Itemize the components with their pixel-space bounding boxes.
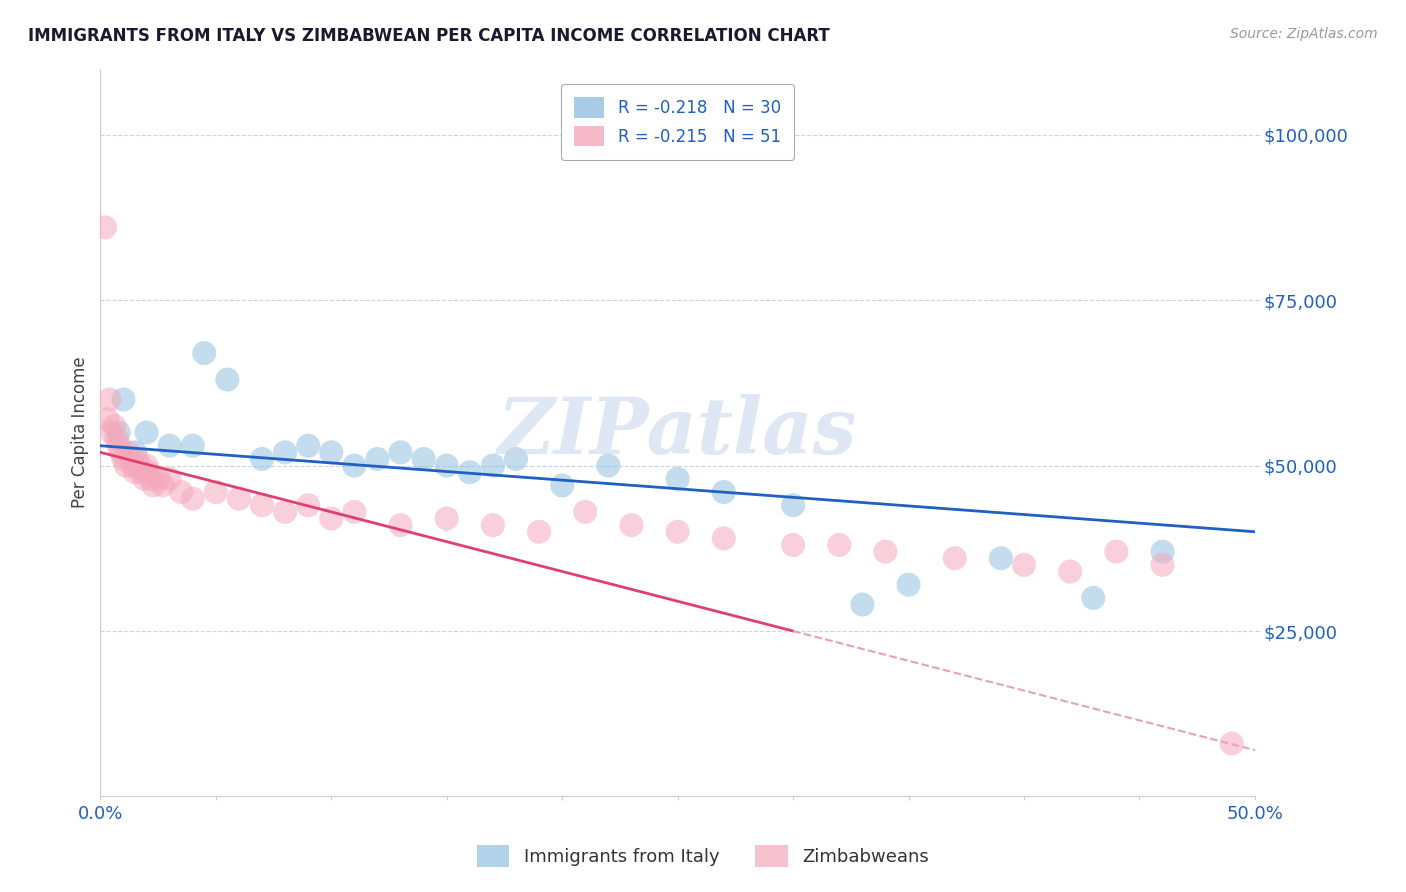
Point xyxy=(108,425,131,440)
Point xyxy=(527,524,550,539)
Point xyxy=(250,498,273,512)
Point xyxy=(204,485,226,500)
Point xyxy=(112,452,135,467)
Point xyxy=(131,465,153,479)
Point xyxy=(124,465,146,479)
Point xyxy=(141,472,163,486)
Point xyxy=(1152,544,1174,558)
Point xyxy=(274,445,297,459)
Point xyxy=(297,498,319,512)
Point xyxy=(110,445,132,459)
Point xyxy=(101,425,124,440)
Point xyxy=(112,392,135,407)
Point xyxy=(274,505,297,519)
Point xyxy=(170,485,193,500)
Point xyxy=(666,524,689,539)
Point xyxy=(389,445,412,459)
Point xyxy=(250,452,273,467)
Legend: Immigrants from Italy, Zimbabweans: Immigrants from Italy, Zimbabweans xyxy=(470,838,936,874)
Point xyxy=(990,551,1012,566)
Point xyxy=(114,458,136,473)
Point xyxy=(343,505,366,519)
Point xyxy=(127,452,149,467)
Point xyxy=(228,491,250,506)
Point xyxy=(436,511,458,525)
Point xyxy=(875,544,897,558)
Point xyxy=(713,532,735,546)
Point xyxy=(343,458,366,473)
Point xyxy=(666,472,689,486)
Point xyxy=(436,458,458,473)
Point xyxy=(159,472,181,486)
Point xyxy=(134,472,156,486)
Text: IMMIGRANTS FROM ITALY VS ZIMBABWEAN PER CAPITA INCOME CORRELATION CHART: IMMIGRANTS FROM ITALY VS ZIMBABWEAN PER … xyxy=(28,27,830,45)
Point xyxy=(1220,737,1243,751)
Point xyxy=(505,452,527,467)
Point xyxy=(138,465,160,479)
Point xyxy=(389,518,412,533)
Point xyxy=(117,445,139,459)
Point xyxy=(620,518,643,533)
Point xyxy=(297,439,319,453)
Point xyxy=(574,505,596,519)
Point xyxy=(1059,565,1081,579)
Point xyxy=(135,458,157,473)
Text: ZIPatlas: ZIPatlas xyxy=(498,394,858,471)
Point xyxy=(713,485,735,500)
Point xyxy=(181,439,204,453)
Point xyxy=(1152,558,1174,572)
Point xyxy=(598,458,620,473)
Point xyxy=(146,472,169,486)
Point xyxy=(105,432,128,446)
Point xyxy=(782,538,804,552)
Y-axis label: Per Capita Income: Per Capita Income xyxy=(72,357,89,508)
Point xyxy=(103,418,125,433)
Point xyxy=(135,425,157,440)
Point xyxy=(482,458,505,473)
Point xyxy=(828,538,851,552)
Point xyxy=(897,577,920,591)
Point xyxy=(121,458,143,473)
Point xyxy=(943,551,966,566)
Point xyxy=(321,511,343,525)
Point xyxy=(159,439,181,453)
Point xyxy=(96,412,118,426)
Point xyxy=(782,498,804,512)
Point xyxy=(108,439,131,453)
Text: Source: ZipAtlas.com: Source: ZipAtlas.com xyxy=(1230,27,1378,41)
Point xyxy=(1083,591,1105,605)
Point xyxy=(482,518,505,533)
Point xyxy=(412,452,434,467)
Point xyxy=(128,458,150,473)
Point xyxy=(458,465,481,479)
Point xyxy=(551,478,574,492)
Point xyxy=(124,445,146,459)
Point xyxy=(152,478,174,492)
Point xyxy=(321,445,343,459)
Point xyxy=(1105,544,1128,558)
Point xyxy=(193,346,215,360)
Point xyxy=(1012,558,1035,572)
Point xyxy=(217,372,239,386)
Point xyxy=(120,452,142,467)
Point xyxy=(851,598,873,612)
Point xyxy=(94,220,117,235)
Point xyxy=(366,452,388,467)
Point xyxy=(181,491,204,506)
Legend: R = -0.218   N = 30, R = -0.215   N = 51: R = -0.218 N = 30, R = -0.215 N = 51 xyxy=(561,84,794,160)
Point xyxy=(142,478,165,492)
Point xyxy=(98,392,121,407)
